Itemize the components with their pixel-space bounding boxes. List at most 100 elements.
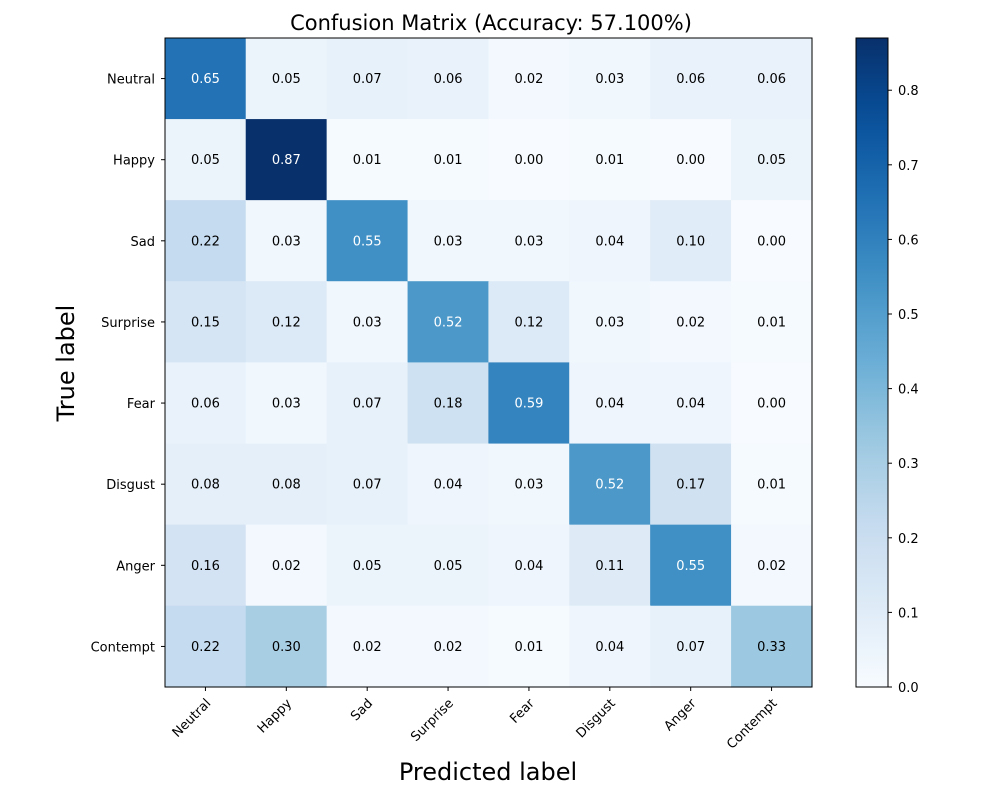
heatmap-cell [569,605,651,688]
heatmap-cell [164,119,247,201]
cell-value-label: 0.05 [191,153,220,168]
cell-value-label: 0.03 [595,72,624,87]
cell-value-label: 0.06 [676,72,705,87]
y-tick-label: Surprise [101,316,155,331]
heatmap-cell [407,200,490,282]
heatmap-cell [731,605,813,688]
cell-value-label: 0.02 [757,559,786,574]
cell-value-label: 0.18 [434,397,463,412]
cell-value-label: 0.87 [272,153,301,168]
colorbar-gradient [855,37,889,688]
heatmap-cell [164,443,247,526]
cell-value-label: 0.08 [191,478,220,493]
heatmap-cell [245,362,328,445]
cell-value-label: 0.12 [514,315,543,330]
heatmap-cell [164,605,247,688]
heatmap-cell [407,281,490,364]
heatmap-cell [245,443,328,526]
heatmap-cell [569,281,651,364]
heatmap-cell [164,37,247,120]
cell-value-label: 0.05 [757,153,786,168]
cell-value-label: 0.00 [514,153,543,168]
cell-value-label: 0.07 [676,640,705,655]
heatmap-cell [488,524,570,607]
y-axis-label: True label [52,305,80,423]
cell-value-label: 0.07 [353,72,382,87]
cell-value-label: 0.10 [676,234,705,249]
heatmap-cell [407,443,490,526]
cell-value-label: 0.07 [353,397,382,412]
heatmap-cell [731,119,813,201]
cell-value-label: 0.03 [353,315,382,330]
cell-value-label: 0.52 [595,478,624,493]
cell-value-label: 0.01 [434,153,463,168]
cell-value-label: 0.05 [353,559,382,574]
matrix-frame [164,37,813,688]
colorbar-tick-label: 0.8 [898,84,919,99]
heatmap-cell [569,443,651,526]
heatmap-cell [569,119,651,201]
cell-value-label: 0.00 [757,397,786,412]
cell-value-label: 0.01 [353,153,382,168]
cell-value-label: 0.16 [191,559,220,574]
heatmap-cell [326,200,409,282]
cell-value-label: 0.03 [514,478,543,493]
heatmap-cell [569,37,651,120]
cell-value-label: 0.02 [272,559,301,574]
colorbar-tick-label: 0.5 [898,308,919,323]
x-tick-label: Sad [348,696,376,724]
colorbar-tick-label: 0.4 [898,383,919,398]
heatmap-cell [731,37,813,120]
heatmap-cell [650,37,732,120]
heatmap-cell [164,200,247,282]
heatmap-cell [488,362,570,445]
heatmap-cell [650,443,732,526]
heatmap-cell [569,362,651,445]
heatmap-cell [731,524,813,607]
heatmap-cell [245,119,328,201]
cell-value-label: 0.05 [434,559,463,574]
colorbar-tick-label: 0.1 [898,606,919,621]
cell-value-label: 0.55 [353,234,382,249]
chart-title: Confusion Matrix (Accuracy: 57.100%) [290,11,692,35]
cell-value-label: 0.02 [353,640,382,655]
colorbar-tick-label: 0.0 [898,681,919,696]
cell-value-label: 0.55 [676,559,705,574]
heatmap-cell [407,362,490,445]
cell-value-label: 0.03 [514,234,543,249]
heatmap-cell [407,119,490,201]
cell-value-label: 0.06 [757,72,786,87]
heatmap-cell [326,443,409,526]
cell-value-label: 0.15 [191,315,220,330]
x-axis: Neutral Happy Sad Surprise Fear Disgust Anger C… [170,687,780,752]
cell-value-label: 0.04 [676,397,705,412]
heatmap-cell [731,443,813,526]
cell-value-label: 0.03 [272,234,301,249]
x-tick-label: Anger [662,696,700,734]
heatmap-cell [488,119,570,201]
x-tick-label: Fear [507,696,538,727]
cell-value-label: 0.02 [514,72,543,87]
cell-value-label: 0.05 [272,72,301,87]
cell-value-label: 0.02 [434,640,463,655]
heatmap-cell [650,524,732,607]
y-tick-label: Anger [116,559,155,574]
colorbar-tick-label: 0.6 [898,233,919,248]
cell-value-label: 0.04 [595,640,624,655]
x-tick-label: Disgust [574,696,619,741]
heatmap-cell [407,605,490,688]
cell-value-label: 0.02 [676,315,705,330]
cell-value-label: 0.52 [434,315,463,330]
cell-value-label: 0.01 [757,315,786,330]
y-axis: Neutral Happy Sad Surprise Fear Disgust Anger C… [91,73,165,655]
heatmap-cell [650,200,732,282]
cell-value-label: 0.30 [272,640,301,655]
heatmap-cell [650,362,732,445]
heatmap-cell [245,524,328,607]
cell-value-label: 0.17 [676,478,705,493]
cell-value-label: 0.06 [434,72,463,87]
colorbar-tick-label: 0.3 [898,457,919,472]
cell-value-label: 0.59 [514,397,543,412]
heatmap-cell [326,605,409,688]
